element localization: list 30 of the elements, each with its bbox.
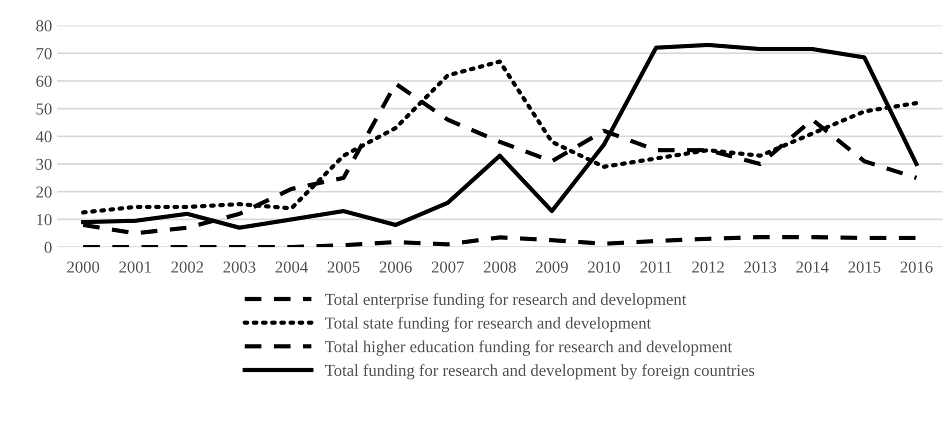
x-tick-label: 2005 — [328, 261, 360, 273]
x-tick-label: 2001 — [119, 261, 151, 273]
y-tick-label: 70 — [36, 48, 52, 60]
legend-label: Total state funding for research and development — [325, 316, 652, 332]
x-tick-label: 2000 — [67, 261, 100, 273]
x-tick-label: 2013 — [744, 261, 776, 273]
legend-label: Total funding for research and development by foreign countries — [325, 364, 754, 380]
y-tick-label: 80 — [36, 20, 52, 32]
x-tick-label: 2006 — [380, 261, 412, 273]
x-tick-label: 2016 — [900, 261, 933, 273]
x-tick-label: 2002 — [171, 261, 204, 273]
x-tick-label: 2008 — [484, 261, 516, 273]
y-tick-label: 60 — [36, 76, 52, 87]
y-tick-label: 50 — [36, 103, 52, 115]
x-tick-label: 2009 — [536, 261, 568, 273]
x-tick-label: 2015 — [848, 261, 880, 273]
x-tick-label: 2012 — [692, 261, 724, 273]
x-tick-label: 2014 — [796, 261, 829, 273]
x-tick-label: 2010 — [588, 261, 620, 273]
y-tick-label: 40 — [36, 131, 52, 142]
x-tick-label: 2003 — [223, 261, 256, 273]
y-tick-label: 10 — [37, 214, 52, 226]
x-tick-label: 2011 — [640, 261, 672, 273]
legend-label: Total enterprise funding for research and development — [325, 293, 686, 308]
legend-label: Total higher education funding for research and development — [325, 340, 732, 356]
y-tick-label: 0 — [44, 242, 52, 254]
x-tick-label: 2004 — [276, 261, 308, 273]
y-tick-label: 30 — [36, 158, 52, 170]
y-tick-label: 20 — [36, 186, 52, 198]
x-tick-label: 2007 — [432, 261, 464, 273]
